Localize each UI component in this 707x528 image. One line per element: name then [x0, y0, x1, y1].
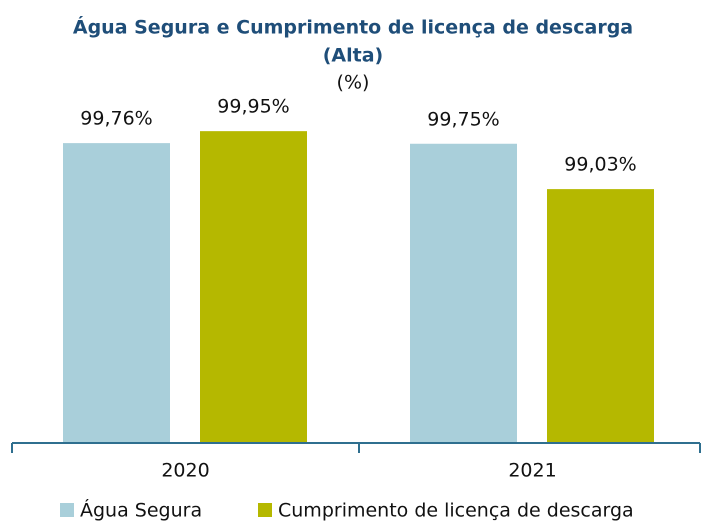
- data-label: 99,03%: [564, 154, 636, 176]
- bar: [410, 143, 517, 443]
- x-tick-label: 2021: [508, 460, 556, 482]
- x-tick-label: 2020: [161, 460, 209, 482]
- data-label: 99,75%: [427, 108, 499, 130]
- bar: [547, 189, 654, 443]
- data-label: 99,76%: [80, 108, 152, 130]
- legend-label: Água Segura: [80, 499, 202, 522]
- chart-title: (Alta): [323, 45, 384, 67]
- bar: [200, 131, 307, 443]
- bar: [63, 143, 170, 443]
- legend-label: Cumprimento de licença de descarga: [278, 500, 634, 522]
- legend-swatch: [60, 503, 74, 517]
- chart-title: Água Segura e Cumprimento de licença de …: [73, 16, 633, 39]
- chart-subtitle: (%): [337, 72, 370, 94]
- data-label: 99,95%: [217, 96, 289, 118]
- legend-swatch: [258, 503, 272, 517]
